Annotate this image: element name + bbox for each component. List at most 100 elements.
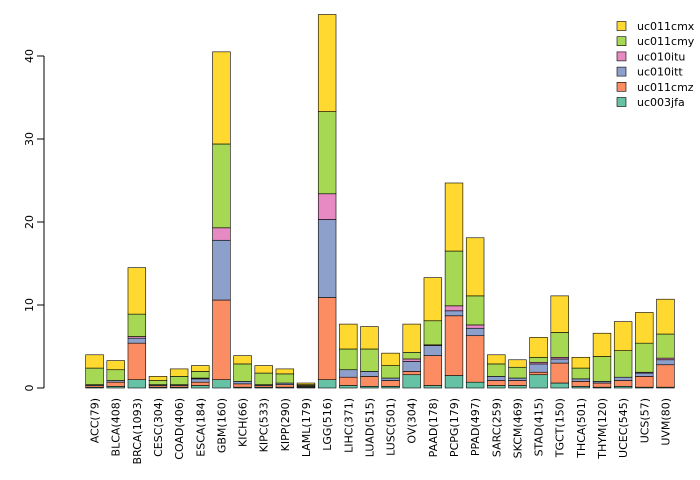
bar-segment-uc003jfa bbox=[508, 385, 527, 389]
bar-segment-uc011cmz bbox=[635, 376, 654, 388]
bar-segment-uc011cmy bbox=[254, 372, 273, 385]
bar-segment-uc010itt bbox=[402, 361, 421, 372]
bar-segment-uc011cmy bbox=[444, 250, 464, 307]
bar-stack bbox=[529, 337, 548, 389]
bar-segment-uc011cmx bbox=[339, 323, 358, 350]
bar-segment-uc011cmx bbox=[402, 323, 421, 353]
bar-segment-uc011cmx bbox=[529, 337, 548, 358]
bar-segment-uc010itu bbox=[465, 324, 485, 329]
x-tick-label: UVM(80) bbox=[659, 398, 672, 446]
bar-segment-uc011cmy bbox=[191, 371, 210, 379]
bar-segment-uc010itu bbox=[402, 358, 421, 362]
bar-segment-uc011cmz bbox=[212, 299, 231, 380]
bar-segment-uc011cmz bbox=[656, 364, 675, 388]
y-tick-label: 0 bbox=[23, 385, 36, 392]
legend-label-uc010itu: uc010itu bbox=[637, 50, 685, 63]
bar-segment-uc010itt bbox=[339, 369, 358, 378]
bar-segment-uc011cmx bbox=[550, 295, 569, 333]
bar-segment-uc011cmz bbox=[529, 371, 548, 376]
bar-segment-uc010itt bbox=[487, 376, 506, 381]
x-tick-label: KICH(66) bbox=[237, 398, 250, 447]
bar-segment-uc011cmx bbox=[191, 365, 210, 372]
x-tick-label: UCEC(545) bbox=[617, 398, 630, 458]
bar-stack bbox=[169, 368, 189, 389]
bar-stack bbox=[106, 360, 125, 389]
x-tick-label: ACC(79) bbox=[89, 398, 102, 443]
bar-segment-uc010itu bbox=[212, 227, 231, 241]
bar-segment-uc011cmx bbox=[423, 277, 443, 322]
bar-segment-uc011cmy bbox=[613, 350, 633, 378]
y-tick-label: 30 bbox=[23, 132, 36, 146]
bar-segment-uc011cmy bbox=[127, 313, 147, 337]
bar-segment-uc010itt bbox=[360, 371, 379, 377]
bar-segment-uc011cmy bbox=[148, 380, 168, 385]
bar-stack bbox=[571, 356, 591, 389]
legend-swatch-uc011cmy bbox=[616, 36, 627, 47]
x-tick-label: LUAD(515) bbox=[363, 398, 376, 457]
bar-segment-uc010itt bbox=[508, 377, 527, 381]
bar-stack bbox=[127, 267, 147, 389]
bar-segment-uc011cmx bbox=[592, 332, 612, 357]
bar-segment-uc011cmy bbox=[550, 332, 569, 358]
bar-stack bbox=[465, 237, 485, 389]
bar-segment-uc011cmx bbox=[487, 354, 506, 365]
bar-segment-uc011cmz bbox=[592, 382, 612, 388]
bar-segment-uc011cmy bbox=[317, 111, 337, 195]
bar-segment-uc003jfa bbox=[550, 382, 569, 389]
bar-stack bbox=[592, 332, 612, 389]
x-tick-label: PPAD(497) bbox=[469, 398, 482, 456]
legend-label-uc011cmy: uc011cmy bbox=[637, 35, 695, 48]
bar-segment-uc011cmy bbox=[635, 342, 654, 373]
bar-segment-uc010itt bbox=[317, 219, 337, 298]
bar-segment-uc011cmy bbox=[571, 367, 591, 380]
bar-segment-uc010itt bbox=[550, 358, 569, 364]
x-tick-label: LIHC(371) bbox=[342, 398, 355, 453]
x-tick-label: SARC(259) bbox=[490, 398, 503, 457]
bar-stack bbox=[360, 326, 379, 389]
bar-stack bbox=[613, 321, 633, 389]
x-tick-label: THYM(120) bbox=[596, 398, 609, 460]
legend-swatch-uc011cmx bbox=[616, 21, 627, 31]
legend-swatch-uc011cmz bbox=[616, 82, 627, 92]
x-tick-label: LGG(516) bbox=[321, 398, 334, 451]
bar-segment-uc011cmx bbox=[296, 382, 316, 385]
x-tick-label: KIPC(533) bbox=[258, 398, 271, 452]
bar-segment-uc011cmx bbox=[635, 312, 654, 344]
bar-segment-uc003jfa bbox=[529, 374, 548, 389]
x-axis-labels: ACC(79) BLCA(408) BRCA(1093) CESC(304) COAD(… bbox=[89, 398, 673, 464]
x-tick-label: COAD(406) bbox=[173, 398, 186, 460]
x-tick-label: ESCA(184) bbox=[194, 398, 207, 457]
bar-segment-uc011cmy bbox=[275, 373, 295, 384]
bar-stack bbox=[85, 354, 104, 389]
bar-segment-uc003jfa bbox=[465, 381, 485, 389]
bar-segment-uc011cmx bbox=[508, 359, 527, 368]
bar-segment-uc010itt bbox=[127, 337, 147, 344]
bar-segment-uc011cmy bbox=[212, 143, 231, 229]
legend-label-uc003jfa: uc003jfa bbox=[637, 96, 685, 109]
bar-stack bbox=[339, 323, 358, 389]
bar-stack bbox=[296, 382, 316, 389]
bar-segment-uc011cmz bbox=[423, 355, 443, 386]
bar-segment-uc010itt bbox=[571, 378, 591, 382]
bar-segment-uc011cmz bbox=[360, 376, 379, 387]
bar-segment-uc003jfa bbox=[487, 385, 506, 389]
bar-stack bbox=[550, 295, 569, 389]
bar-segment-uc011cmy bbox=[508, 366, 527, 379]
bar-segment-uc011cmx bbox=[571, 356, 591, 369]
bar-segment-uc011cmx bbox=[254, 365, 273, 374]
bar-segment-uc011cmy bbox=[360, 348, 379, 372]
bar-segment-uc010itu bbox=[317, 193, 337, 220]
bar-segment-uc011cmy bbox=[85, 367, 104, 385]
bar-segment-uc011cmx bbox=[613, 321, 633, 351]
bar-segment-uc011cmy bbox=[233, 363, 252, 382]
legend-swatch-uc010itt bbox=[616, 66, 627, 77]
bar-segment-uc011cmz bbox=[317, 297, 337, 380]
bar-segment-uc011cmx bbox=[169, 368, 189, 377]
legend-swatch-uc010itu bbox=[616, 51, 627, 62]
y-axis: 0 10 20 30 40 bbox=[23, 49, 45, 392]
bar-segment-uc011cmy bbox=[487, 363, 506, 377]
bar-segment-uc011cmx bbox=[106, 360, 125, 371]
bars bbox=[85, 14, 675, 389]
bar-segment-uc011cmx bbox=[360, 326, 379, 350]
legend: uc011cmx uc011cmy uc010itu uc010itt uc011cmz… bbox=[616, 20, 695, 109]
